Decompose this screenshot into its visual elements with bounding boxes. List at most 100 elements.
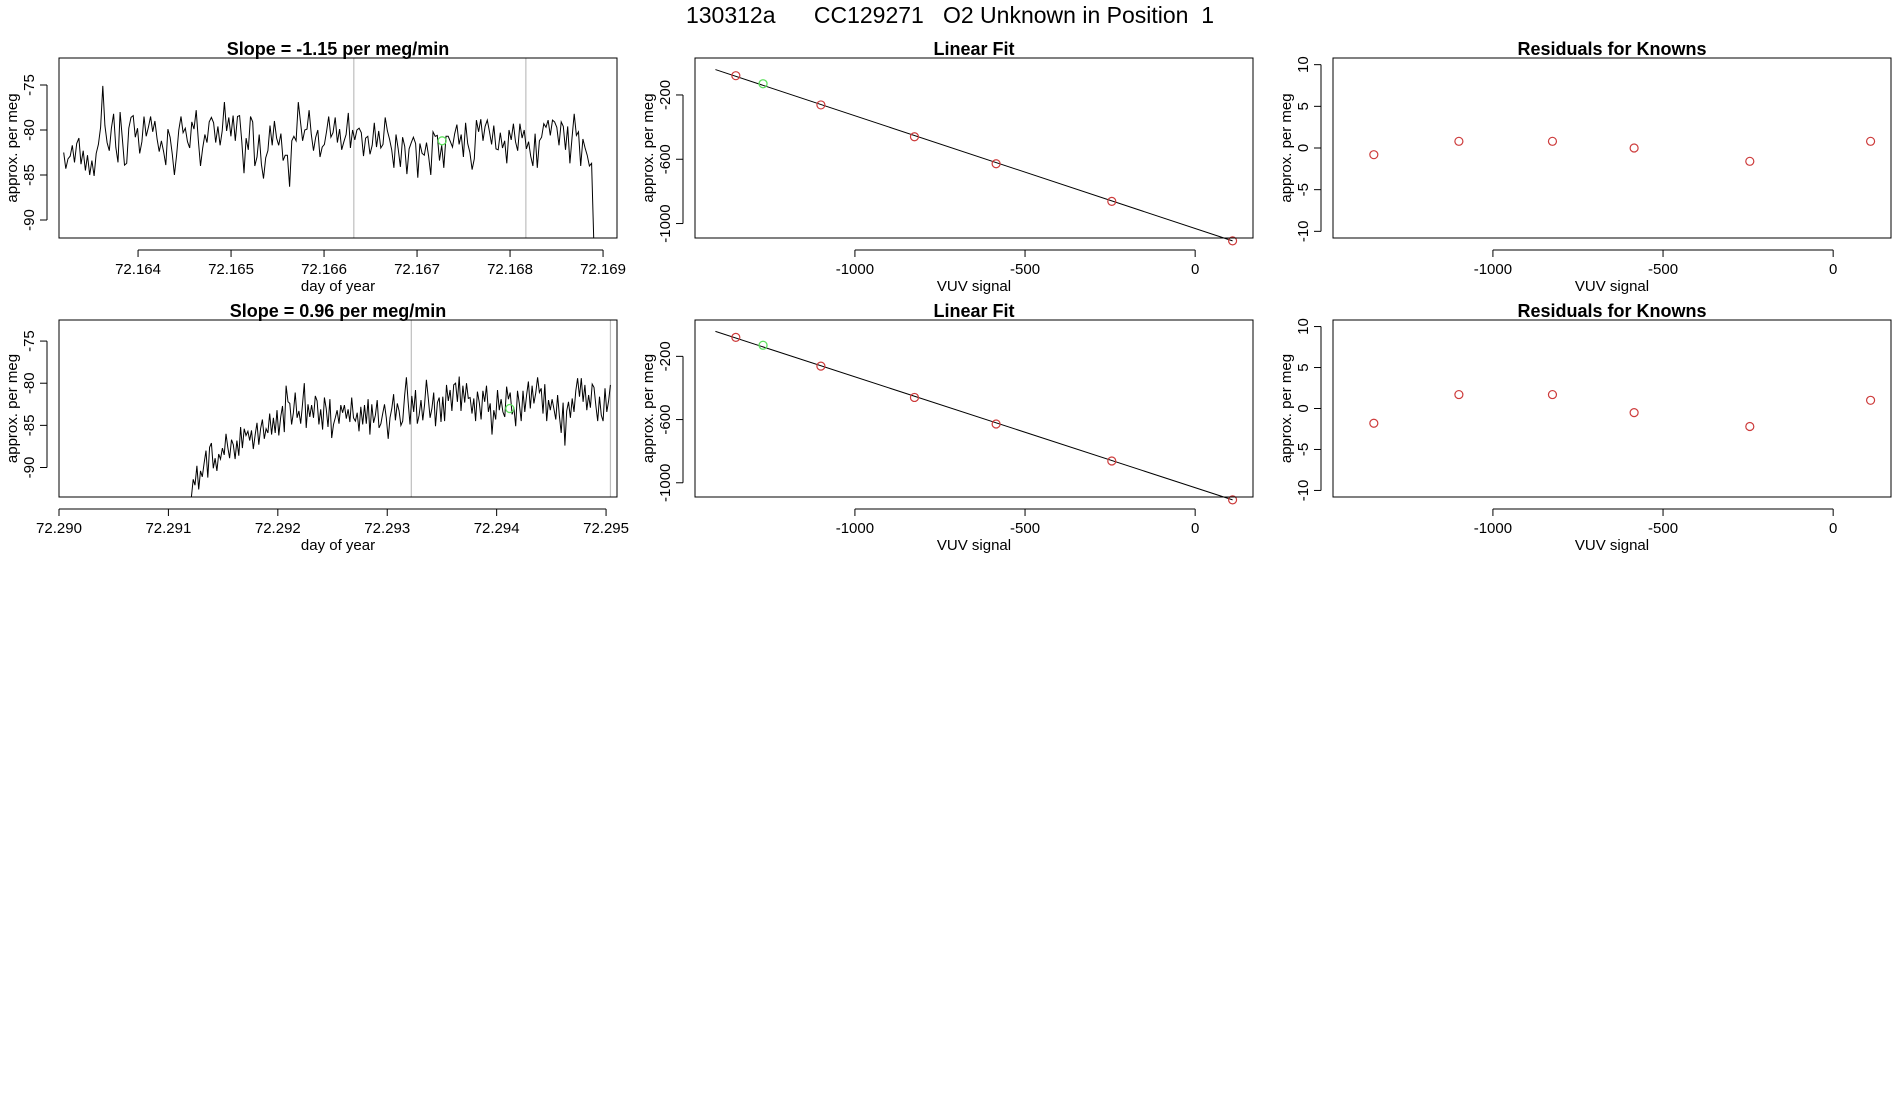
x-axis-label: VUV signal: [937, 278, 1011, 295]
x-tick-label: -1000: [1474, 520, 1512, 537]
y-tick-label: 10: [1295, 318, 1312, 335]
y-tick-label: -90: [21, 457, 38, 479]
data-point: [731, 332, 741, 342]
data-point: [1107, 456, 1117, 466]
plot-frame: [694, 319, 1254, 498]
panel-title: Slope = -1.15 per meg/min: [227, 39, 450, 59]
y-tick-label: 0: [1295, 144, 1312, 152]
y-tick-label: -75: [21, 330, 38, 352]
data-trace: [190, 376, 611, 498]
fit-line: [715, 69, 1233, 242]
figure-title: 130312a CC129271 O2 Unknown in Position …: [685, 2, 1215, 28]
y-tick-label: -5: [1295, 183, 1312, 196]
chart-panel-residuals-1: -1000 -500 0 VUV signal 10 5 0 -5 -10 approx. per…: [1278, 39, 1892, 295]
x-tick-label: 0: [1829, 261, 1837, 278]
unknown-point: [758, 79, 768, 89]
x-tick-label: 72.169: [580, 261, 626, 278]
y-tick-label: -200: [657, 80, 674, 110]
plot-frame: [1332, 57, 1892, 239]
data-point: [1454, 389, 1464, 400]
y-tick-label: -1000: [657, 204, 674, 242]
x-tick-label: -1000: [1474, 261, 1512, 278]
x-tick-label: 72.295: [583, 520, 629, 537]
x-tick-label: 0: [1191, 261, 1199, 278]
panel-title: Slope = 0.96 per meg/min: [230, 301, 447, 321]
panel-title: Linear Fit: [933, 301, 1014, 321]
y-axis-label: approx. per meg: [640, 93, 657, 202]
data-point: [1369, 150, 1379, 160]
fit-line: [715, 330, 1233, 501]
data-point: [1629, 143, 1639, 153]
plot-frame: [58, 319, 618, 498]
x-tick-label: 72.291: [145, 520, 191, 537]
data-point: [1107, 196, 1117, 206]
y-tick-label: -10: [1295, 220, 1312, 242]
data-trace: [63, 85, 595, 239]
data-point: [1547, 389, 1558, 400]
y-axis-label: approx. per meg: [4, 93, 21, 202]
data-point: [1629, 407, 1639, 418]
y-tick-label: 5: [1295, 363, 1312, 371]
y-axis-label: approx. per meg: [1278, 354, 1295, 463]
panel-title: Residuals for Knowns: [1517, 39, 1706, 59]
y-tick-label: 5: [1295, 102, 1312, 110]
y-tick-label: -600: [657, 405, 674, 435]
x-tick-label: -1000: [836, 261, 874, 278]
x-tick-label: 0: [1191, 520, 1199, 537]
data-point: [991, 159, 1001, 169]
x-tick-label: 72.292: [255, 520, 301, 537]
y-tick-label: -85: [21, 164, 38, 186]
x-tick-label: 72.293: [364, 520, 410, 537]
x-tick-label: -500: [1648, 261, 1678, 278]
y-axis-label: approx. per meg: [1278, 93, 1295, 202]
x-tick-label: -1000: [836, 520, 874, 537]
y-tick-label: 0: [1295, 404, 1312, 412]
plot-frame: [1332, 319, 1892, 498]
y-axis-label: approx. per meg: [640, 354, 657, 463]
y-tick-label: -1000: [657, 464, 674, 502]
x-tick-label: 72.294: [474, 520, 520, 537]
y-tick-label: -80: [21, 372, 38, 394]
x-axis-label: day of year: [301, 537, 375, 554]
y-tick-label: -85: [21, 415, 38, 437]
x-tick-label: 72.167: [394, 261, 440, 278]
data-point: [909, 392, 920, 403]
y-tick-label: -75: [21, 74, 38, 96]
x-tick-label: -500: [1648, 520, 1678, 537]
x-tick-label: 0: [1829, 520, 1837, 537]
x-tick-label: -500: [1010, 520, 1040, 537]
data-point: [1865, 136, 1876, 146]
x-axis-label: VUV signal: [937, 537, 1011, 554]
y-tick-label: -200: [657, 341, 674, 371]
panel-title: Residuals for Knowns: [1517, 301, 1706, 321]
x-tick-label: -500: [1010, 261, 1040, 278]
data-point: [816, 100, 826, 110]
y-tick-label: -600: [657, 144, 674, 174]
chart-panel-time-series-1: 72.164 72.165 72.166 72.167 72.168 72.169 day …: [4, 39, 626, 295]
data-point: [1745, 156, 1755, 166]
unknown-point: [437, 136, 447, 146]
data-point: [1865, 395, 1876, 405]
x-tick-label: 72.165: [208, 261, 254, 278]
data-point: [991, 419, 1001, 429]
data-point: [1227, 495, 1238, 505]
unknown-point: [505, 403, 515, 414]
y-tick-label: 10: [1295, 56, 1312, 73]
x-tick-label: 72.164: [115, 261, 161, 278]
panel-title: Linear Fit: [933, 39, 1014, 59]
data-point: [1454, 136, 1464, 146]
x-axis-label: VUV signal: [1575, 537, 1649, 554]
y-tick-label: -90: [21, 209, 38, 231]
unknown-point: [758, 340, 768, 350]
plot-frame: [694, 57, 1254, 239]
x-tick-label: 72.290: [36, 520, 82, 537]
data-point: [909, 132, 920, 142]
x-tick-label: 72.166: [301, 261, 347, 278]
data-point: [1547, 136, 1558, 146]
y-tick-label: -10: [1295, 480, 1312, 502]
data-point: [1227, 236, 1238, 246]
